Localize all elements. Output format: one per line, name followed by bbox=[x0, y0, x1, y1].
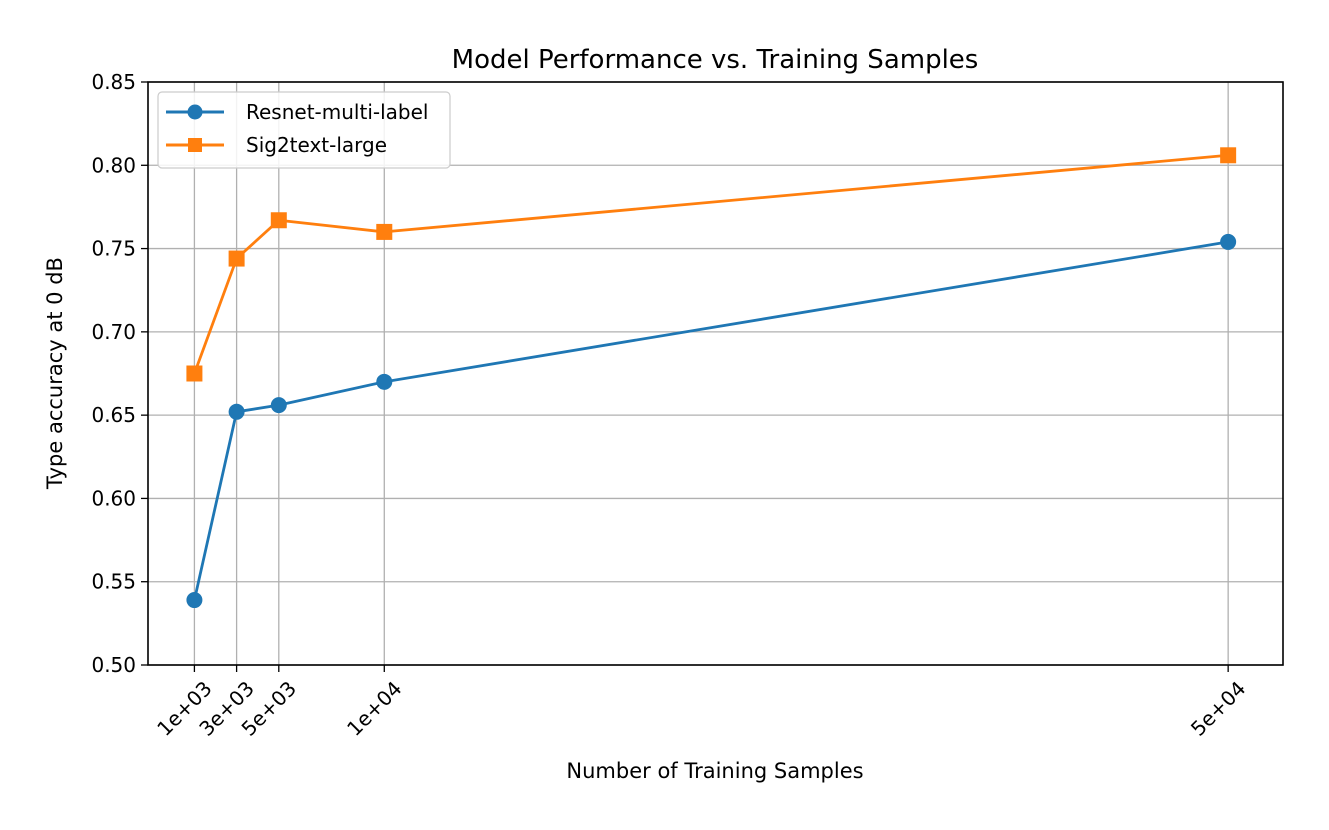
data-point bbox=[1220, 233, 1237, 250]
chart-title: Model Performance vs. Training Samples bbox=[452, 45, 979, 75]
x-axis-label: Number of Training Samples bbox=[566, 759, 863, 783]
data-point bbox=[270, 397, 287, 414]
data-point bbox=[228, 250, 245, 267]
x-tick-label: 5e+04 bbox=[1186, 676, 1251, 741]
y-tick-label: 0.80 bbox=[91, 153, 136, 177]
series-line-0 bbox=[193, 240, 1229, 601]
data-point bbox=[228, 403, 245, 420]
data-point bbox=[1220, 147, 1237, 164]
y-tick-label: 0.55 bbox=[91, 570, 136, 594]
y-tick-label: 0.75 bbox=[91, 237, 136, 261]
y-axis-ticks: 0.50 0.55 0.60 0.65 0.70 0.75 0.80 0.85 bbox=[91, 70, 148, 677]
y-axis-label: Type accuracy at 0 dB bbox=[43, 257, 67, 490]
x-tick-label: 1e+04 bbox=[342, 676, 407, 741]
data-point bbox=[376, 373, 393, 390]
data-point bbox=[270, 212, 287, 229]
data-point bbox=[186, 592, 203, 609]
legend-label-sig2text: Sig2text-large bbox=[246, 133, 387, 157]
legend: Resnet-multi-label Sig2text-large bbox=[157, 91, 451, 169]
plot-area-frame bbox=[147, 81, 1284, 666]
y-tick-label: 0.60 bbox=[91, 486, 136, 510]
grid bbox=[148, 81, 1283, 666]
data-point bbox=[186, 365, 203, 382]
legend-box bbox=[157, 91, 451, 169]
data-point bbox=[376, 223, 393, 240]
legend-marker-sig2text bbox=[188, 138, 202, 152]
legend-label-resnet: Resnet-multi-label bbox=[246, 100, 428, 124]
y-tick-label: 0.70 bbox=[91, 320, 136, 344]
y-tick-label: 0.85 bbox=[91, 70, 136, 94]
legend-marker-resnet bbox=[187, 104, 203, 120]
legend-entry-resnet: Resnet-multi-label bbox=[166, 100, 428, 124]
series-layer bbox=[186, 147, 1237, 609]
legend-entry-sig2text: Sig2text-large bbox=[166, 133, 387, 157]
series-line-1 bbox=[193, 153, 1229, 374]
y-tick-label: 0.65 bbox=[91, 403, 136, 427]
y-tick-label: 0.50 bbox=[91, 653, 136, 677]
